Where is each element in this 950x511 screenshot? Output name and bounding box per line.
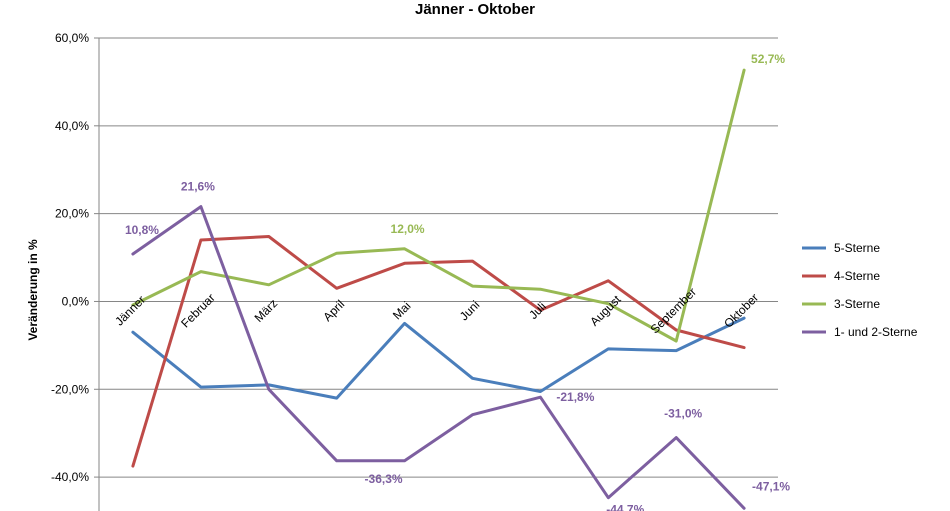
data-label: -21,8% <box>556 390 594 404</box>
series-line-1-und-2-sterne <box>131 205 746 510</box>
data-label: -44,7% <box>606 503 644 511</box>
x-tick-label: Oktober <box>721 291 761 331</box>
series-layer <box>131 68 746 510</box>
y-tick-label: 0,0% <box>62 294 90 308</box>
annotation-layer: 10,8% 21,6% 12,0% 52,7% -36,3% -21,8% -44,7% -3… <box>125 52 790 511</box>
data-label: 21,6% <box>181 180 215 194</box>
y-tick-layer: 60,0% 40,0% 20,0% 0,0% -20,0% -40,0% <box>51 31 89 484</box>
data-label: -36,3% <box>365 472 403 486</box>
chart-title: Jänner - Oktober <box>415 1 535 18</box>
x-tick-label: Jänner <box>112 293 148 329</box>
data-label: -47,1% <box>752 479 790 493</box>
y-tick-label: 40,0% <box>55 119 89 133</box>
y-tick-label: -20,0% <box>51 382 89 396</box>
grid-layer <box>94 37 778 511</box>
legend-label: 4-Sterne <box>834 269 880 283</box>
data-label: 10,8% <box>125 223 159 237</box>
legend-label: 3-Sterne <box>834 297 880 311</box>
x-tick-label: März <box>252 296 281 325</box>
y-tick-label: -40,0% <box>51 470 89 484</box>
data-label: -31,0% <box>664 407 702 421</box>
legend: 5-Sterne 4-Sterne 3-Sterne 1- und 2-Sterne <box>802 241 918 339</box>
data-label: 12,0% <box>391 222 425 236</box>
x-tick-layer: Jänner Februar März April Mai Juni Juli August S… <box>112 285 761 336</box>
x-tick-label: Mai <box>390 299 414 323</box>
legend-label: 5-Sterne <box>834 241 880 255</box>
series-line-5-sterne <box>131 316 746 400</box>
series-line-3-sterne <box>131 68 746 343</box>
data-label: 52,7% <box>751 52 785 66</box>
y-axis-label: Veränderung in % <box>26 239 40 341</box>
y-tick-label: 60,0% <box>55 31 89 45</box>
legend-label: 1- und 2-Sterne <box>834 325 918 339</box>
y-tick-label: 20,0% <box>55 207 89 221</box>
series-line-4-sterne <box>131 235 746 468</box>
